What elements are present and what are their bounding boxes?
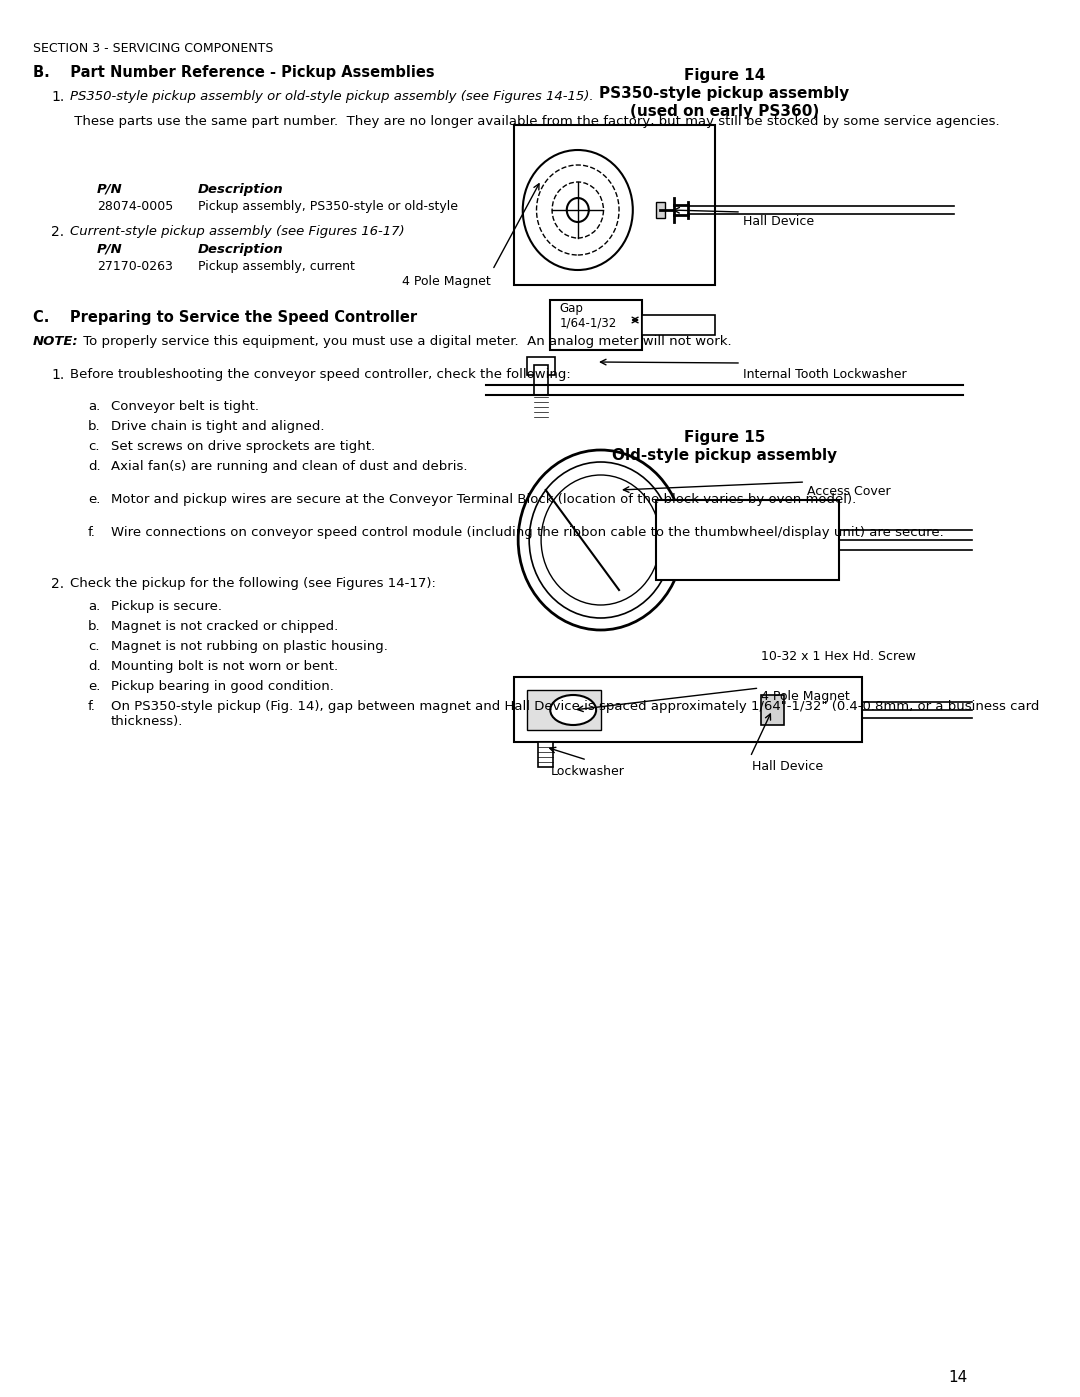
Text: PS350-style pickup assembly or old-style pickup assembly (see Figures 14-15).: PS350-style pickup assembly or old-style…: [70, 89, 593, 103]
Text: Motor and pickup wires are secure at the Conveyor Terminal Block (location of th: Motor and pickup wires are secure at the…: [111, 493, 856, 506]
Text: Figure 14: Figure 14: [684, 68, 766, 82]
Text: Before troubleshooting the conveyor speed controller, check the following:: Before troubleshooting the conveyor spee…: [70, 367, 570, 381]
Text: Mounting bolt is not worn or bent.: Mounting bolt is not worn or bent.: [111, 659, 338, 673]
Text: Current-style pickup assembly (see Figures 16-17): Current-style pickup assembly (see Figur…: [70, 225, 404, 237]
Bar: [642, 314, 715, 335]
Text: These parts use the same part number.  They are no longer available from the fac: These parts use the same part number. Th…: [70, 115, 999, 129]
Text: SECTION 3 - SERVICING COMPONENTS: SECTION 3 - SERVICING COMPONENTS: [33, 42, 273, 54]
Text: 1.: 1.: [52, 367, 65, 381]
Text: 10-32 x 1 Hex Hd. Screw: 10-32 x 1 Hex Hd. Screw: [761, 650, 916, 664]
Text: Pickup assembly, PS350-style or old-style: Pickup assembly, PS350-style or old-styl…: [198, 200, 458, 212]
Text: Pickup bearing in good condition.: Pickup bearing in good condition.: [111, 680, 334, 693]
Bar: [761, 694, 784, 725]
Text: On PS350-style pickup (Fig. 14), gap between magnet and Hall Device is spaced ap: On PS350-style pickup (Fig. 14), gap bet…: [111, 700, 1039, 728]
Text: Pickup assembly, current: Pickup assembly, current: [198, 260, 355, 272]
Text: d.: d.: [89, 460, 100, 474]
Text: (used on early PS360): (used on early PS360): [630, 103, 819, 119]
Text: 28074-0005: 28074-0005: [97, 200, 174, 212]
Text: Check the pickup for the following (see Figures 14-17):: Check the pickup for the following (see …: [70, 577, 435, 590]
Text: c.: c.: [89, 640, 99, 652]
Text: P/N: P/N: [97, 183, 123, 196]
Ellipse shape: [551, 694, 596, 725]
Text: 2.: 2.: [52, 225, 65, 239]
Text: Internal Tooth Lockwasher: Internal Tooth Lockwasher: [743, 367, 906, 381]
Text: b.: b.: [89, 620, 100, 633]
Text: B.    Part Number Reference - Pickup Assemblies: B. Part Number Reference - Pickup Assemb…: [33, 66, 434, 80]
Text: Wire connections on conveyor speed control module (including the ribbon cable to: Wire connections on conveyor speed contr…: [111, 527, 944, 539]
Bar: [538, 742, 553, 767]
Text: Description: Description: [198, 183, 284, 196]
Text: a.: a.: [89, 599, 100, 613]
Text: Old-style pickup assembly: Old-style pickup assembly: [612, 448, 837, 462]
Text: P/N: P/N: [97, 243, 123, 256]
Text: 1.: 1.: [52, 89, 65, 103]
Circle shape: [518, 450, 684, 630]
Text: Lockwasher: Lockwasher: [551, 766, 624, 778]
Text: Conveyor belt is tight.: Conveyor belt is tight.: [111, 400, 259, 414]
Bar: [534, 365, 549, 395]
Text: Pickup is secure.: Pickup is secure.: [111, 599, 222, 613]
Text: Drive chain is tight and aligned.: Drive chain is tight and aligned.: [111, 420, 324, 433]
Text: e.: e.: [89, 493, 100, 506]
Text: Axial fan(s) are running and clean of dust and debris.: Axial fan(s) are running and clean of du…: [111, 460, 468, 474]
Text: NOTE:: NOTE:: [33, 335, 79, 348]
Text: 4 Pole Magnet: 4 Pole Magnet: [761, 690, 850, 703]
Text: Description: Description: [198, 243, 284, 256]
Circle shape: [567, 198, 589, 222]
Text: Hall Device: Hall Device: [743, 215, 814, 228]
Text: e.: e.: [89, 680, 100, 693]
Bar: [527, 690, 600, 731]
Text: 4 Pole Magnet: 4 Pole Magnet: [402, 275, 490, 288]
Text: 2.: 2.: [52, 577, 65, 591]
Circle shape: [529, 462, 672, 617]
Text: Hall Device: Hall Device: [752, 760, 823, 773]
Text: Gap: Gap: [559, 302, 583, 314]
Circle shape: [541, 475, 660, 605]
Text: d.: d.: [89, 659, 100, 673]
Bar: [514, 678, 862, 742]
Bar: [551, 300, 642, 351]
Text: Access Cover: Access Cover: [807, 485, 891, 497]
Circle shape: [523, 149, 633, 270]
Bar: [656, 203, 665, 218]
Text: To properly service this equipment, you must use a digital meter.  An analog met: To properly service this equipment, you …: [79, 335, 731, 348]
Text: 27170-0263: 27170-0263: [97, 260, 173, 272]
Text: 1/64-1/32: 1/64-1/32: [559, 316, 617, 330]
Text: f.: f.: [89, 700, 96, 712]
Text: c.: c.: [89, 440, 99, 453]
Text: f.: f.: [89, 527, 96, 539]
Bar: [514, 124, 715, 285]
Text: 14: 14: [948, 1370, 967, 1384]
Text: Set screws on drive sprockets are tight.: Set screws on drive sprockets are tight.: [111, 440, 375, 453]
Text: Figure 15: Figure 15: [684, 430, 766, 446]
Bar: [656, 500, 839, 580]
Text: PS350-style pickup assembly: PS350-style pickup assembly: [599, 87, 850, 101]
Text: a.: a.: [89, 400, 100, 414]
Text: Magnet is not rubbing on plastic housing.: Magnet is not rubbing on plastic housing…: [111, 640, 388, 652]
Bar: [527, 358, 555, 374]
Text: Magnet is not cracked or chipped.: Magnet is not cracked or chipped.: [111, 620, 338, 633]
Text: b.: b.: [89, 420, 100, 433]
Text: C.    Preparing to Service the Speed Controller: C. Preparing to Service the Speed Contro…: [33, 310, 417, 326]
